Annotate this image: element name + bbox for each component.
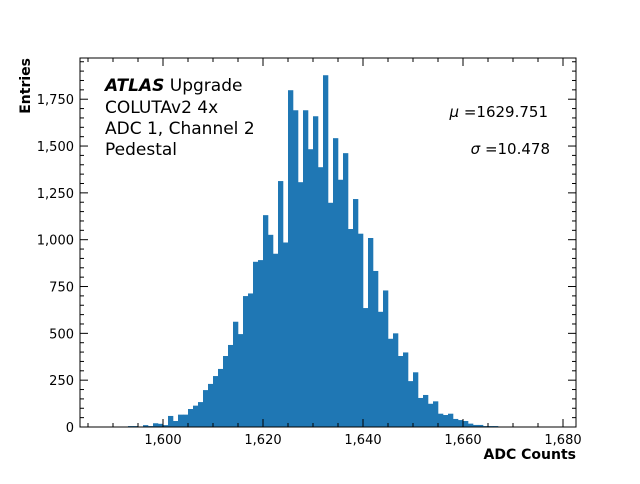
y-tick-label: 250: [49, 374, 74, 389]
histogram-bar: [468, 424, 473, 427]
histogram-bar: [188, 409, 193, 427]
histogram-bar: [228, 345, 233, 427]
histogram-bar: [153, 423, 158, 427]
x-tick-labels: 1,600 1,620 1,640 1,660 1,680: [144, 433, 581, 448]
histogram-bar: [453, 419, 458, 427]
histogram-bar: [208, 384, 213, 427]
histogram-bar: [463, 421, 468, 427]
y-tick-label: 1,250: [37, 187, 74, 202]
histogram-bar: [178, 415, 183, 427]
histogram-bar: [413, 372, 418, 427]
histogram-bar: [403, 352, 408, 427]
histogram-bar: [383, 290, 388, 427]
histogram-bar: [438, 414, 443, 427]
histogram-bar: [283, 243, 288, 428]
histogram-bar: [338, 180, 343, 427]
histogram-bar: [373, 271, 378, 427]
annotation-device: COLUTAv2 4x: [105, 98, 218, 118]
x-tick-label: 1,640: [344, 433, 381, 448]
histogram-bar: [313, 116, 318, 427]
histogram-bar: [213, 376, 218, 427]
x-axis-label: ADC Counts: [484, 447, 576, 463]
y-tick-label: 0: [66, 421, 74, 436]
histogram-bar: [358, 234, 363, 427]
histogram-bar: [343, 153, 348, 427]
histogram-bar: [353, 199, 358, 427]
histogram-bar: [408, 381, 413, 427]
y-tick-label: 1,500: [37, 140, 74, 155]
histogram-bar: [378, 312, 383, 427]
x-tick-label: 1,660: [444, 433, 481, 448]
x-tick-label: 1,620: [244, 433, 281, 448]
histogram-bar: [253, 262, 258, 427]
histogram-bar: [323, 75, 328, 427]
histogram-bar: [298, 182, 303, 427]
histogram-bar: [398, 356, 403, 427]
histogram-bar: [288, 90, 293, 427]
histogram-bar: [168, 416, 173, 427]
sigma-value: =10.478: [485, 140, 550, 158]
histogram-bar: [368, 238, 373, 427]
histogram-bar: [233, 322, 238, 427]
histogram-bar: [218, 369, 223, 427]
x-tick-label: 1,680: [544, 433, 581, 448]
histogram-bar: [293, 110, 298, 427]
histogram-bar: [418, 398, 423, 427]
histogram-bar: [303, 110, 308, 427]
histogram-bar: [263, 215, 268, 427]
histogram-bar: [278, 181, 283, 427]
histogram-bar: [348, 229, 353, 427]
x-tick-label: 1,600: [144, 433, 181, 448]
y-axis-label: Entries: [18, 58, 34, 114]
histogram-bar: [238, 334, 243, 427]
mu-symbol: μ: [449, 103, 460, 121]
histogram-bar: [308, 149, 313, 427]
histogram-bar: [363, 308, 368, 427]
y-tick-labels: 0 250 500 750 1,000 1,250 1,500 1,750: [37, 93, 74, 436]
histogram-bar: [203, 390, 208, 427]
histogram-bar: [393, 333, 398, 427]
mean-stat: μ =1629.751: [449, 103, 548, 121]
histogram-bar: [328, 203, 333, 427]
annotation-channel: ADC 1, Channel 2: [105, 119, 255, 139]
histogram-bar: [333, 138, 338, 427]
histogram-bar: [448, 414, 453, 427]
histogram-bar: [318, 167, 323, 427]
atlas-label: ATLAS Upgrade: [103, 76, 242, 96]
histogram-bar: [193, 406, 198, 427]
histogram-bar: [258, 260, 263, 427]
sigma-symbol: σ: [471, 140, 481, 158]
y-tick-label: 1,000: [37, 234, 74, 249]
histogram-bar: [198, 402, 203, 427]
atlas-logo-text: ATLAS: [103, 76, 164, 96]
atlas-suffix: Upgrade: [170, 76, 243, 96]
histogram-bar: [268, 235, 273, 427]
histogram-bar: [428, 404, 433, 427]
sigma-stat: σ =10.478: [471, 140, 550, 158]
y-tick-label: 750: [49, 281, 74, 296]
histogram-bar: [273, 254, 278, 427]
histogram-bar: [388, 339, 393, 427]
y-tick-label: 500: [49, 327, 74, 342]
histogram-bar: [173, 421, 178, 427]
histogram-bar: [423, 395, 428, 427]
annotation-run-type: Pedestal: [105, 140, 177, 160]
histogram-bar: [443, 415, 448, 427]
histogram-bar: [223, 356, 228, 427]
y-tick-label: 1,750: [37, 93, 74, 108]
histogram-bar: [243, 296, 248, 427]
mu-value: =1629.751: [464, 103, 548, 121]
histogram-bar: [248, 293, 253, 427]
